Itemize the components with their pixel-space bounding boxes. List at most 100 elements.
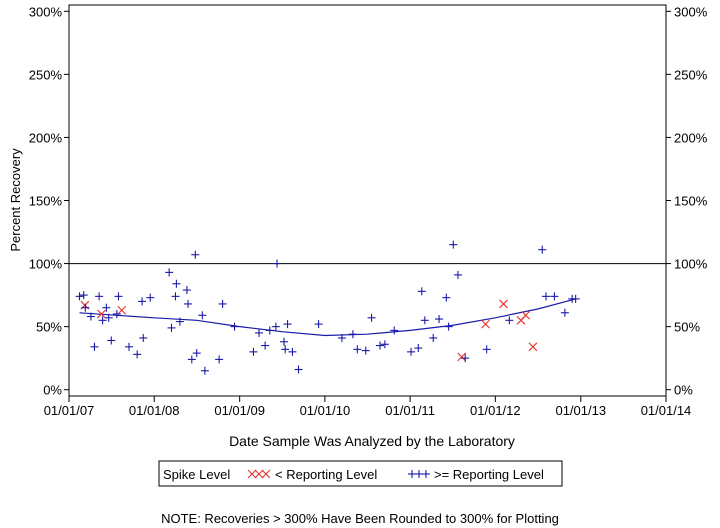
point-at-or-above-reporting [505,316,514,325]
point-below-reporting [457,352,467,362]
point-at-or-above-reporting [281,345,290,354]
point-at-or-above-reporting [172,279,181,288]
marker-stroke [247,469,257,479]
point-below-reporting [97,309,106,319]
point-at-or-above-reporting [380,340,389,349]
marker-stroke [521,310,531,320]
trend-line-layer [79,298,576,337]
point-at-or-above-reporting [420,316,429,325]
legend-marker-below-reporting [247,469,271,479]
y-tick-label-left: 50% [36,320,62,335]
point-at-or-above-reporting [442,293,451,302]
point-at-or-above-reporting [429,333,438,342]
legend-title: Spike Level [163,467,230,482]
point-at-or-above-reporting [146,293,155,302]
point-at-or-above-reporting [414,344,423,353]
point-at-or-above-reporting [138,297,147,306]
data-points [75,240,580,375]
legend-marker-glyph [261,469,271,479]
point-at-or-above-reporting [417,287,426,296]
point-at-or-above-reporting [337,333,346,342]
y-tick-label-right: 300% [674,4,708,19]
point-at-or-above-reporting [453,270,462,279]
point-at-or-above-reporting [255,328,264,337]
point-at-or-above-reporting [165,268,174,277]
point-at-or-above-reporting [367,313,376,322]
point-at-or-above-reporting [125,342,134,351]
point-at-or-above-reporting [353,345,362,354]
y-tick-label-left: 250% [29,67,63,82]
point-below-reporting [117,305,127,315]
point-at-or-above-reporting [191,250,200,259]
point-at-or-above-reporting [444,322,453,331]
point-below-reporting [481,319,490,329]
point-at-or-above-reporting [215,355,224,364]
point-at-or-above-reporting [280,337,289,346]
legend-marker-glyph [422,470,430,478]
marker-stroke [499,299,508,309]
legend-marker-glyph [254,469,264,479]
axis-ticks: 0% 0% 50% 50% 100% 100% 150% 150% 200% 200% 250% 25… [29,4,708,418]
legend-label-below-reporting: < Reporting Level [275,467,377,482]
point-at-or-above-reporting [550,292,559,301]
point-at-or-above-reporting [86,312,95,321]
point-at-or-above-reporting [538,245,547,254]
point-at-or-above-reporting [79,291,88,300]
point-at-or-above-reporting [314,320,323,329]
point-at-or-above-reporting [435,315,444,324]
legend: Spike Level < Reporting Level >= Reporti… [158,460,563,487]
point-at-or-above-reporting [461,354,470,363]
y-tick-label-right: 150% [674,194,708,209]
point-at-or-above-reporting [375,341,384,350]
point-at-or-above-reporting [187,355,196,364]
y-tick-label-right: 0% [674,383,693,398]
point-at-or-above-reporting [98,316,107,325]
x-tick-label: 01/01/07 [44,403,95,418]
point-at-or-above-reporting [361,346,370,355]
x-tick-label: 01/01/14 [641,403,692,418]
marker-stroke [117,305,127,315]
legend-label-at-or-above-reporting: >= Reporting Level [434,467,544,482]
legend-box [158,460,563,487]
point-at-or-above-reporting [81,303,90,312]
point-at-or-above-reporting [104,313,113,322]
marker-stroke [457,352,467,362]
point-below-reporting [499,299,508,309]
legend-marker-glyph [415,470,423,478]
point-at-or-above-reporting [198,311,207,320]
y-tick-label-left: 200% [29,130,63,145]
point-at-or-above-reporting [541,292,550,301]
y-tick-label-left: 0% [43,383,62,398]
point-at-or-above-reporting [75,292,84,301]
point-at-or-above-reporting [348,330,357,339]
marker-stroke [528,342,538,352]
point-at-or-above-reporting [175,317,184,326]
x-tick-label: 01/01/09 [214,403,265,418]
point-at-or-above-reporting [271,322,280,331]
point-at-or-above-reporting [95,292,104,301]
x-tick-label: 01/01/10 [300,403,351,418]
point-at-or-above-reporting [107,336,116,345]
x-tick-label: 01/01/12 [470,403,521,418]
point-at-or-above-reporting [139,333,148,342]
y-tick-label-left: 300% [29,4,63,19]
point-at-or-above-reporting [112,310,121,319]
point-at-or-above-reporting [265,326,274,335]
x-tick-label: 01/01/13 [555,403,606,418]
point-below-reporting [521,310,531,320]
point-at-or-above-reporting [90,342,99,351]
point-at-or-above-reporting [283,320,292,329]
point-at-or-above-reporting [261,341,270,350]
legend-marker-glyph [247,469,257,479]
marker-stroke [481,319,490,329]
point-at-or-above-reporting [167,323,176,332]
y-tick-label-right: 200% [674,130,708,145]
point-below-reporting [528,342,538,352]
point-at-or-above-reporting [449,240,458,249]
point-at-or-above-reporting [192,349,201,358]
point-at-or-above-reporting [571,294,580,303]
point-at-or-above-reporting [133,350,142,359]
point-at-or-above-reporting [560,308,569,317]
marker-stroke [254,469,264,479]
